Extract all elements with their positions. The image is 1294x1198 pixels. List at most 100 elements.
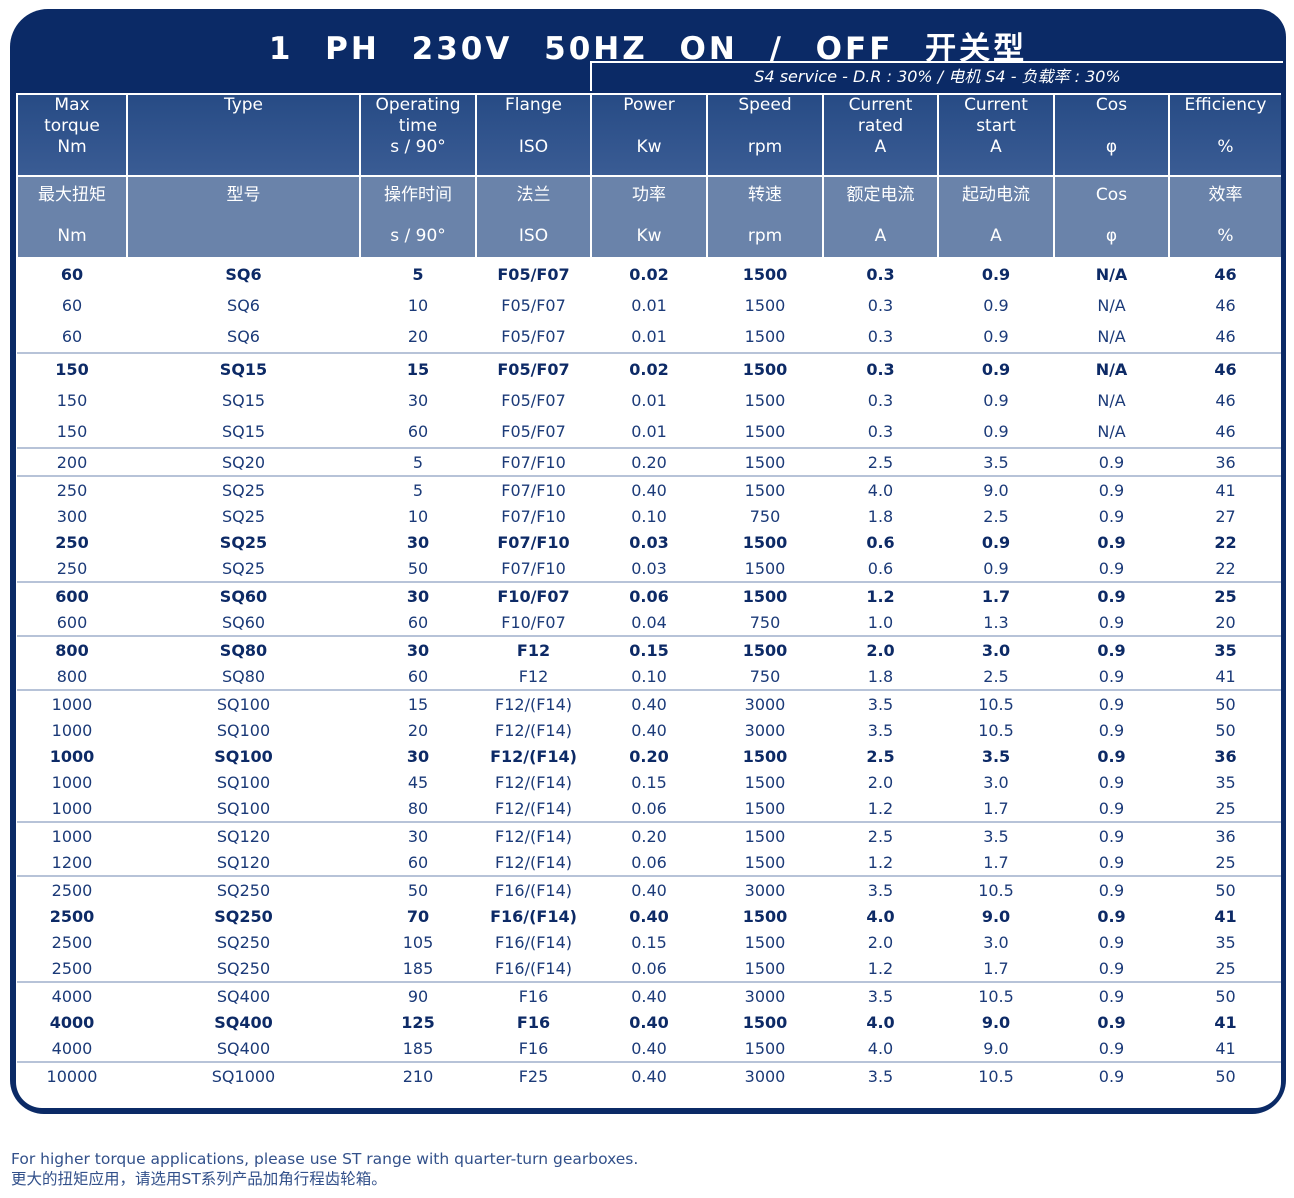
header-line: Type (223, 95, 264, 115)
table-cell: 0.9 (1098, 612, 1125, 632)
table-cell: 35 (1169, 635, 1281, 663)
table-cell: 1500 (707, 581, 823, 609)
table-cell: 1.2 (867, 958, 894, 978)
column-header: Speed rpm (706, 93, 824, 177)
header-label-cn: Cos (1095, 185, 1128, 205)
table-cell: 30 (406, 746, 430, 766)
table-cell: 0.9 (1097, 532, 1126, 552)
header-line: start (976, 116, 1016, 136)
footnote: For higher torque applications, please u… (11, 1149, 638, 1189)
table-cell: 1200 (51, 852, 93, 872)
table-cell: 3.5 (938, 821, 1054, 849)
column-header: Current start A (937, 93, 1055, 177)
table-row: 200 SQ20 5 F07/F10 0.20 1500 2.5 3.5 0.9 36 (17, 447, 1281, 476)
table-row: 1000 SQ100 30 F12/(F14) 0.20 1500 2.5 3.5 0.9 36 (17, 743, 1281, 769)
table-cell: 0.9 (1098, 772, 1125, 792)
table-cell: SQ250 (214, 906, 273, 926)
table-row: 150 SQ15 30 F05/F07 0.01 1500 0.3 0.9 N/A 46 (17, 385, 1281, 416)
header-line: Power (623, 95, 675, 115)
table-cell: 4.0 (866, 906, 895, 926)
table-cell: 10000 (17, 1061, 127, 1089)
header-line: rated (857, 116, 904, 136)
table-cell: 35 (1215, 772, 1236, 792)
table-cell: 0.9 (1098, 666, 1125, 686)
table-cell: 750 (749, 612, 781, 632)
table-cell: 0.40 (591, 875, 707, 903)
table-cell: 80 (407, 798, 429, 818)
table-cell: 3.5 (823, 981, 938, 1009)
table-cell: F25 (476, 1061, 591, 1089)
table-cell: 50 (1169, 689, 1281, 717)
table-cell: 50 (1169, 981, 1281, 1009)
table-cell: 3.0 (983, 932, 1009, 952)
header-row-en: Max torque Nm Type Operating time s / 90° Flang… (16, 93, 1281, 177)
table-cell: 0.10 (631, 666, 667, 686)
table-cell: F16/(F14) (495, 958, 572, 978)
table-cell: 0.9 (1098, 558, 1125, 578)
column-header-cn: 起动电流 A (937, 175, 1055, 259)
table-row: 1200 SQ120 60 F12/(F14) 0.06 1500 1.2 1.7 0.9 25 (17, 849, 1281, 876)
table-row: 300 SQ25 10 F07/F10 0.10 750 1.8 2.5 0.9 27 (17, 503, 1281, 529)
table-cell: 0.9 (1054, 581, 1169, 609)
column-header-cn: 最大扭矩 Nm (16, 175, 128, 259)
header-unit: rpm (747, 137, 783, 157)
table-cell: 1.2 (867, 798, 894, 818)
header-label-cn: 功率 (632, 185, 666, 205)
table-cell: 0.9 (1098, 958, 1125, 978)
table-cell: 0.9 (1054, 689, 1169, 717)
table-cell: 50 (407, 558, 429, 578)
table-cell: 0.9 (981, 265, 1011, 284)
table-cell: 0.6 (866, 532, 895, 552)
table-cell: SQ25 (127, 475, 360, 503)
table-cell: F07/F10 (497, 532, 570, 552)
table-cell: 41 (1215, 666, 1236, 686)
table-cell: F12 (518, 666, 549, 686)
table-cell: 50 (360, 875, 476, 903)
table-cell: 0.04 (631, 612, 667, 632)
table-cell: 20 (407, 720, 429, 740)
table-cell: 150 (56, 391, 88, 410)
table-cell: 9.0 (981, 1012, 1011, 1032)
table-cell: 250 (56, 558, 88, 578)
s4-service-banner: S4 service - D.R : 30% / 电机 S4 - 负载率 : 3… (590, 61, 1283, 91)
table-cell: 1500 (744, 852, 786, 872)
table-cell: 27 (1215, 506, 1236, 526)
table-row: 2500 SQ250 70 F16/(F14) 0.40 1500 4.0 9.0 0.9 41 (17, 903, 1281, 929)
table-cell: 3.5 (938, 447, 1054, 476)
table-cell: F12/(F14) (495, 852, 572, 872)
table-cell: 15 (360, 352, 476, 385)
table-cell: 9.0 (938, 475, 1054, 503)
table-cell: SQ120 (127, 821, 360, 849)
header-unit: ISO (518, 137, 549, 157)
table-cell: 1500 (744, 1038, 786, 1058)
table-cell: F12 (476, 635, 591, 663)
header-unit: Kw (636, 226, 662, 246)
table-cell: 1500 (744, 391, 786, 410)
table-cell: SQ25 (221, 558, 266, 578)
table-row: 250 SQ25 5 F07/F10 0.40 1500 4.0 9.0 0.9 41 (17, 475, 1281, 503)
table-cell: 0.9 (983, 327, 1009, 346)
table-cell: 2.5 (823, 447, 938, 476)
table-cell: 10 (407, 296, 429, 315)
table-cell: 60 (61, 296, 83, 315)
table-cell: SQ1000 (127, 1061, 360, 1089)
table-cell: 0.9 (1054, 475, 1169, 503)
table-cell: 5 (412, 265, 424, 284)
table-cell: 0.3 (867, 296, 894, 315)
table-cell: 1500 (744, 422, 786, 441)
table-cell: SQ80 (221, 666, 266, 686)
table-cell: 0.9 (1098, 852, 1125, 872)
table-cell: 0.20 (591, 447, 707, 476)
table-row: 10000 SQ1000 210 F25 0.40 3000 3.5 10.5 0.9 50 (17, 1061, 1281, 1089)
table-cell: 1500 (707, 635, 823, 663)
table-cell: 30 (360, 635, 476, 663)
table-cell: 0.9 (1054, 447, 1169, 476)
table-cell: F16 (476, 981, 591, 1009)
header-line: Cos (1095, 95, 1128, 115)
table-cell: 46 (1215, 391, 1236, 410)
table-cell: 50 (1169, 875, 1281, 903)
header-line: Current (848, 95, 913, 115)
table-cell: 0.9 (1097, 746, 1126, 766)
table-cell: 2500 (51, 958, 93, 978)
table-cell: 3.5 (867, 720, 894, 740)
